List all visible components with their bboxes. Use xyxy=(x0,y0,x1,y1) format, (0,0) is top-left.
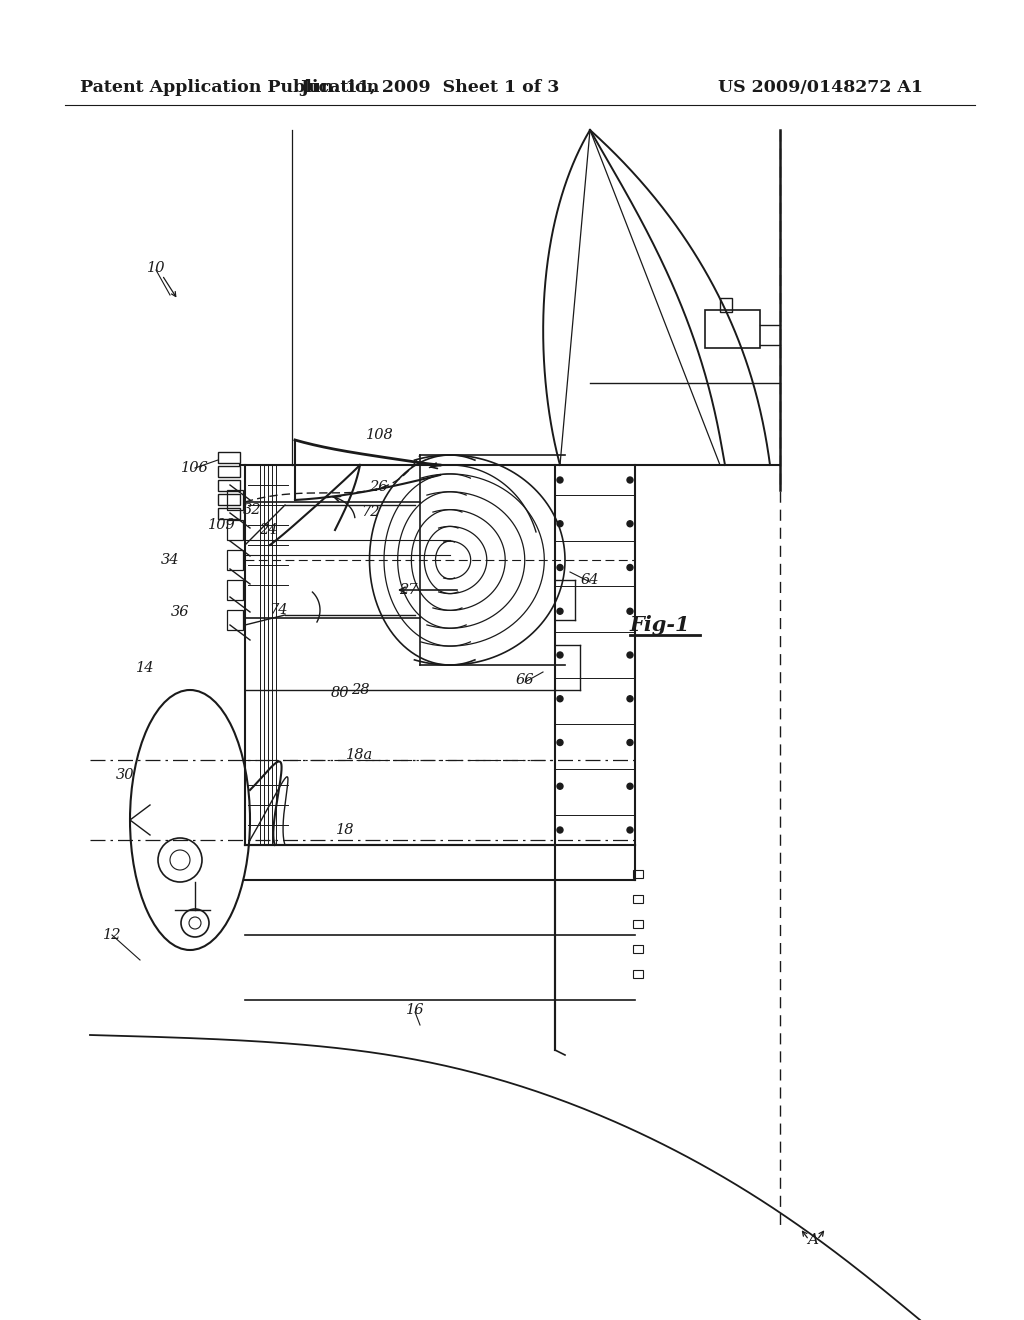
Bar xyxy=(227,579,243,601)
Text: 24: 24 xyxy=(259,523,278,537)
Circle shape xyxy=(557,828,563,833)
Circle shape xyxy=(557,783,563,789)
Circle shape xyxy=(557,609,563,614)
Text: Jun. 11, 2009  Sheet 1 of 3: Jun. 11, 2009 Sheet 1 of 3 xyxy=(300,79,560,96)
Circle shape xyxy=(557,477,563,483)
Bar xyxy=(633,970,643,978)
Text: 34: 34 xyxy=(161,553,179,568)
Text: 18: 18 xyxy=(336,822,354,837)
Text: US 2009/0148272 A1: US 2009/0148272 A1 xyxy=(718,79,923,96)
Circle shape xyxy=(627,609,633,614)
Text: 12: 12 xyxy=(102,928,121,942)
Text: 28: 28 xyxy=(351,682,370,697)
Bar xyxy=(218,480,240,491)
Circle shape xyxy=(557,565,563,570)
Bar xyxy=(218,466,240,477)
Text: 10: 10 xyxy=(146,261,165,275)
Text: 27: 27 xyxy=(398,583,417,597)
Text: 109: 109 xyxy=(208,517,236,532)
Text: Fig-1: Fig-1 xyxy=(630,615,690,635)
Circle shape xyxy=(557,652,563,657)
Text: 14: 14 xyxy=(136,661,155,675)
Bar xyxy=(218,451,240,463)
Bar xyxy=(633,920,643,928)
Text: 106: 106 xyxy=(181,461,209,475)
Text: 16: 16 xyxy=(406,1003,424,1016)
Circle shape xyxy=(627,521,633,527)
Text: 36: 36 xyxy=(171,605,189,619)
Text: 72: 72 xyxy=(360,506,379,519)
Circle shape xyxy=(627,783,633,789)
Circle shape xyxy=(627,828,633,833)
Bar xyxy=(227,520,243,540)
Bar xyxy=(227,550,243,570)
Bar xyxy=(218,508,240,519)
Text: 30: 30 xyxy=(116,768,134,781)
Bar xyxy=(720,298,732,312)
Text: 66: 66 xyxy=(516,673,535,686)
Text: Patent Application Publication: Patent Application Publication xyxy=(80,79,379,96)
Circle shape xyxy=(627,739,633,746)
Bar xyxy=(705,310,760,348)
Circle shape xyxy=(627,565,633,570)
Circle shape xyxy=(557,739,563,746)
Text: 74: 74 xyxy=(268,603,288,616)
Circle shape xyxy=(627,652,633,657)
Bar xyxy=(633,870,643,878)
Circle shape xyxy=(557,696,563,702)
Bar xyxy=(633,895,643,903)
Bar xyxy=(227,490,243,510)
Circle shape xyxy=(557,521,563,527)
Text: 80: 80 xyxy=(331,686,349,700)
Text: 32: 32 xyxy=(243,503,261,517)
Bar xyxy=(218,494,240,506)
Circle shape xyxy=(627,696,633,702)
Text: A: A xyxy=(808,1233,818,1247)
Bar xyxy=(227,610,243,630)
Text: 64: 64 xyxy=(581,573,599,587)
Text: 18a: 18a xyxy=(346,748,374,762)
Circle shape xyxy=(627,477,633,483)
Text: 108: 108 xyxy=(367,428,394,442)
Text: 26: 26 xyxy=(369,480,387,494)
Bar xyxy=(633,945,643,953)
